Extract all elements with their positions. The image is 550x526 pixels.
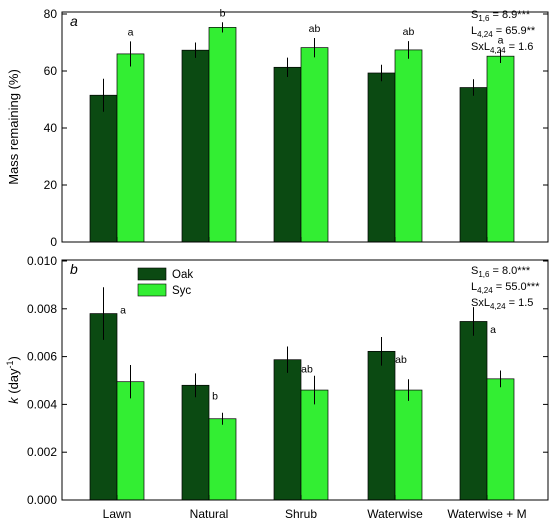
group-letter: ab: [301, 364, 313, 376]
bar-syc: [300, 389, 329, 501]
y-label-close: ): [6, 356, 21, 360]
stat-b1-pre: S: [471, 265, 478, 277]
y-tick-label: 0.004: [27, 397, 57, 411]
legend-swatch-oak: [137, 267, 167, 281]
bar-syc: [486, 378, 515, 501]
stat-b2-sub: 4,24: [477, 286, 493, 295]
stat-b1-sub: 1,6: [478, 270, 490, 279]
bar-syc: [300, 47, 329, 243]
stat-b3-post: = 1.5: [506, 297, 534, 309]
stat-a1-post: = 8.9***: [489, 9, 530, 21]
group-letter: b: [220, 7, 226, 19]
stat-b2-pre: L: [471, 281, 477, 293]
y-tick-label: 80: [44, 7, 58, 21]
panel-a-y-axis-label: Mass remaining (%): [6, 69, 21, 185]
y-tick-label: 0.006: [27, 350, 57, 364]
y-label-k: k: [6, 396, 21, 404]
panel-b-error-bars: [103, 287, 501, 425]
panel-a-error-bars: [103, 22, 501, 112]
y-label-unit: (day: [6, 368, 21, 397]
y-tick-label: 0: [50, 235, 57, 249]
bar-oak: [89, 94, 118, 243]
y-tick-label: 0.008: [27, 302, 57, 316]
panel-a-bars: [89, 27, 515, 243]
bar-oak: [367, 72, 396, 243]
legend-label-oak: Oak: [172, 269, 193, 281]
bar-syc: [394, 389, 423, 501]
y-tick-label: 20: [44, 178, 58, 192]
y-tick-label: 0.000: [27, 493, 57, 507]
y-tick-label: 0.010: [27, 254, 57, 268]
group-letter: ab: [395, 354, 407, 366]
stat-a2-sub: 4,24: [477, 30, 493, 39]
x-tick-label: Waterwise: [367, 507, 423, 521]
stat-a2-pre: L: [471, 25, 477, 37]
x-tick-label: Waterwise + M: [447, 507, 526, 521]
y-label-exp: -1: [5, 360, 15, 368]
bar-oak: [459, 321, 488, 501]
group-letter: a: [120, 304, 126, 316]
svg-text:S1,6 = 8.0***: S1,6 = 8.0***: [471, 265, 531, 279]
svg-text:SxL4,24 = 1.5: SxL4,24 = 1.5: [471, 297, 533, 311]
bar-syc: [208, 27, 237, 243]
panel-b-stats: S1,6 = 8.0*** L4,24 = 55.0*** SxL4,24 = …: [471, 265, 540, 311]
bar-oak: [367, 350, 396, 501]
x-tick-label: Natural: [190, 507, 229, 521]
stat-a3-post: = 1.6: [506, 41, 534, 53]
legend-swatch-syc: [137, 283, 167, 297]
bar-syc: [208, 418, 237, 501]
x-axis-tick-labels: Lawn Natural Shrub Waterwise Waterwise + M: [103, 507, 527, 521]
group-letter: a: [128, 26, 134, 38]
panel-b-frame: [61, 259, 549, 501]
bar-syc: [486, 55, 515, 243]
stat-a3-sub: 4,24: [490, 46, 506, 55]
y-tick-label: 40: [44, 121, 58, 135]
stat-b3-sub: 4,24: [490, 302, 506, 311]
svg-text:S1,6 = 8.9***: S1,6 = 8.9***: [471, 9, 531, 23]
panel-b-y-axis-label: k (day-1): [5, 356, 21, 404]
panel-a-label: a: [70, 13, 78, 29]
stat-b2-post: = 55.0***: [493, 281, 541, 293]
stat-a1-pre: S: [471, 9, 478, 21]
panel-a-stats: S1,6 = 8.9*** L4,24 = 65.9** SxL4,24 = 1…: [471, 9, 536, 55]
bar-oak: [181, 49, 210, 243]
stat-b1-post: = 8.0***: [489, 265, 530, 277]
y-tick-label: 60: [44, 64, 58, 78]
bar-oak: [273, 359, 302, 501]
x-tick-label: Shrub: [285, 507, 317, 521]
bar-syc: [394, 49, 423, 243]
legend-label-syc: Syc: [172, 285, 191, 297]
group-letter: ab: [403, 26, 415, 38]
bar-oak: [273, 66, 302, 243]
group-letter: ab: [309, 23, 321, 35]
group-letter: b: [212, 390, 218, 402]
bar-oak: [181, 384, 210, 501]
panel-b-y-ticks: 0.000 0.002 0.004 0.006 0.008 0.010: [27, 254, 548, 507]
x-tick-label: Lawn: [103, 507, 132, 521]
panel-a-frame: [61, 11, 549, 243]
panel-b-bars: [89, 313, 515, 501]
svg-text:SxL4,24 = 1.6: SxL4,24 = 1.6: [471, 41, 533, 55]
group-letter: a: [490, 324, 496, 336]
stat-a2-post: = 65.9**: [493, 25, 536, 37]
group-letter: a: [498, 34, 504, 46]
stat-a1-sub: 1,6: [478, 14, 490, 23]
y-tick-label: 0.002: [27, 445, 57, 459]
stat-b3-pre: SxL: [471, 297, 490, 309]
bar-syc: [116, 53, 145, 243]
panel-b-label: b: [70, 261, 78, 277]
svg-text:L4,24 = 55.0***: L4,24 = 55.0***: [471, 281, 540, 295]
legend: Oak Syc: [137, 267, 193, 297]
bar-syc: [116, 381, 145, 501]
stat-a3-pre: SxL: [471, 41, 490, 53]
svg-text:L4,24 = 65.9**: L4,24 = 65.9**: [471, 25, 536, 39]
bar-oak: [459, 87, 488, 243]
bar-oak: [89, 313, 118, 501]
